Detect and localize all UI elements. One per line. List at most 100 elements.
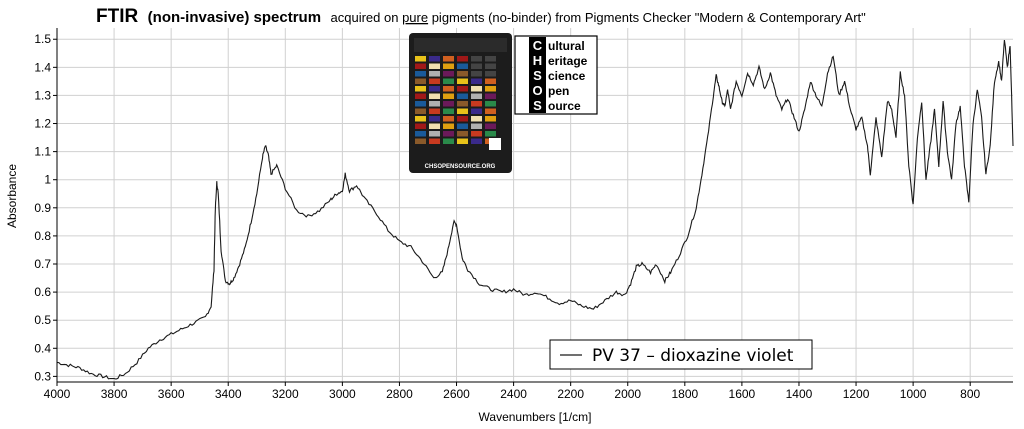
card-swatch bbox=[457, 138, 468, 144]
title-ftir: FTIR bbox=[96, 6, 138, 27]
y-tick-label: 0.6 bbox=[34, 285, 51, 299]
card-swatch bbox=[457, 56, 468, 62]
logo-letter: C bbox=[533, 38, 543, 53]
y-tick-label: 0.8 bbox=[34, 229, 51, 243]
y-tick-label: 1 bbox=[44, 173, 51, 187]
card-swatch bbox=[415, 108, 426, 114]
card-swatch bbox=[429, 78, 440, 84]
card-swatch bbox=[415, 63, 426, 69]
card-swatch bbox=[485, 71, 496, 77]
x-tick-label: 2000 bbox=[614, 387, 641, 401]
card-swatch bbox=[429, 56, 440, 62]
card-swatch bbox=[443, 101, 454, 107]
card-swatch bbox=[471, 78, 482, 84]
x-tick-label: 1800 bbox=[671, 387, 698, 401]
y-tick-label: 1.4 bbox=[34, 60, 51, 74]
card-swatch bbox=[443, 71, 454, 77]
card-swatch bbox=[457, 116, 468, 122]
card-swatch bbox=[457, 131, 468, 137]
card-swatch bbox=[457, 63, 468, 69]
card-swatch bbox=[415, 138, 426, 144]
card-swatch bbox=[443, 63, 454, 69]
x-tick-label: 3200 bbox=[272, 387, 299, 401]
x-tick-label: 2200 bbox=[557, 387, 584, 401]
card-swatch bbox=[429, 123, 440, 129]
card-swatch bbox=[443, 108, 454, 114]
logo-letter: O bbox=[532, 83, 542, 98]
card-swatch bbox=[429, 71, 440, 77]
x-tick-label: 1200 bbox=[843, 387, 870, 401]
y-tick-label: 0.4 bbox=[34, 341, 51, 355]
card-swatch bbox=[443, 131, 454, 137]
card-swatch bbox=[415, 123, 426, 129]
x-tick-label: 3400 bbox=[215, 387, 242, 401]
card-swatches bbox=[415, 56, 501, 150]
card-swatch bbox=[429, 101, 440, 107]
card-swatch bbox=[485, 78, 496, 84]
legend: PV 37 – dioxazine violet bbox=[549, 339, 813, 370]
card-swatch bbox=[429, 93, 440, 99]
card-swatch bbox=[471, 63, 482, 69]
card-swatch bbox=[457, 86, 468, 92]
card-swatch bbox=[457, 101, 468, 107]
logo-word: ultural bbox=[548, 39, 585, 53]
card-swatch bbox=[471, 108, 482, 114]
card-swatch bbox=[471, 138, 482, 144]
x-tick-label: 800 bbox=[960, 387, 980, 401]
logo-word: ource bbox=[548, 99, 581, 113]
card-swatch bbox=[471, 101, 482, 107]
x-tick-label: 2600 bbox=[443, 387, 470, 401]
card-swatch bbox=[485, 123, 496, 129]
card-swatch bbox=[471, 71, 482, 77]
series-line bbox=[56, 40, 1014, 380]
card-swatch bbox=[415, 101, 426, 107]
card-swatch bbox=[443, 123, 454, 129]
card-swatch bbox=[415, 93, 426, 99]
card-swatch bbox=[443, 138, 454, 144]
card-swatch bbox=[471, 131, 482, 137]
card-swatch bbox=[457, 123, 468, 129]
card-swatch bbox=[443, 116, 454, 122]
card-swatch bbox=[471, 93, 482, 99]
card-swatch bbox=[429, 63, 440, 69]
card-swatch bbox=[429, 131, 440, 137]
card-swatch bbox=[457, 71, 468, 77]
logo-letter: H bbox=[533, 53, 542, 68]
x-tick-label: 2400 bbox=[500, 387, 527, 401]
logo-word: cience bbox=[548, 69, 586, 83]
card-qr bbox=[489, 138, 501, 150]
card-swatch bbox=[429, 108, 440, 114]
card-swatch bbox=[443, 86, 454, 92]
card-swatch bbox=[471, 123, 482, 129]
x-tick-label: 4000 bbox=[44, 387, 71, 401]
y-tick-label: 0.3 bbox=[34, 369, 51, 383]
card-swatch bbox=[471, 116, 482, 122]
card-swatch bbox=[471, 56, 482, 62]
card-swatch bbox=[485, 101, 496, 107]
logo-word: eritage bbox=[548, 54, 588, 68]
card-swatch bbox=[415, 131, 426, 137]
y-tick-label: 1.1 bbox=[34, 145, 51, 159]
logo-letter: S bbox=[533, 98, 542, 113]
card-swatch bbox=[457, 93, 468, 99]
y-tick-label: 1.5 bbox=[34, 32, 51, 46]
card-swatch bbox=[485, 108, 496, 114]
card-swatch bbox=[415, 86, 426, 92]
axes: 4000 3800 3600 3400 3200 3000 2800 2600 2400 2200… bbox=[34, 28, 1013, 401]
y-tick-label: 0.7 bbox=[34, 257, 51, 271]
x-tick-label: 1600 bbox=[729, 387, 756, 401]
card-swatch bbox=[485, 131, 496, 137]
card-swatch bbox=[429, 86, 440, 92]
card-url-text: CHSOPENSOURCE.ORG bbox=[425, 164, 496, 170]
card-swatch bbox=[443, 56, 454, 62]
y-tick-label: 0.5 bbox=[34, 313, 51, 327]
chart-title: FTIR (non-invasive) spectrum acquired on… bbox=[96, 6, 866, 27]
card-swatch bbox=[415, 78, 426, 84]
x-tick-label: 3800 bbox=[101, 387, 128, 401]
pigments-checker-card-image: CHSOPENSOURCE.ORG bbox=[409, 33, 512, 173]
card-swatch bbox=[485, 116, 496, 122]
title-pre: acquired on bbox=[331, 10, 403, 25]
y-tick-label: 1.2 bbox=[34, 117, 51, 131]
